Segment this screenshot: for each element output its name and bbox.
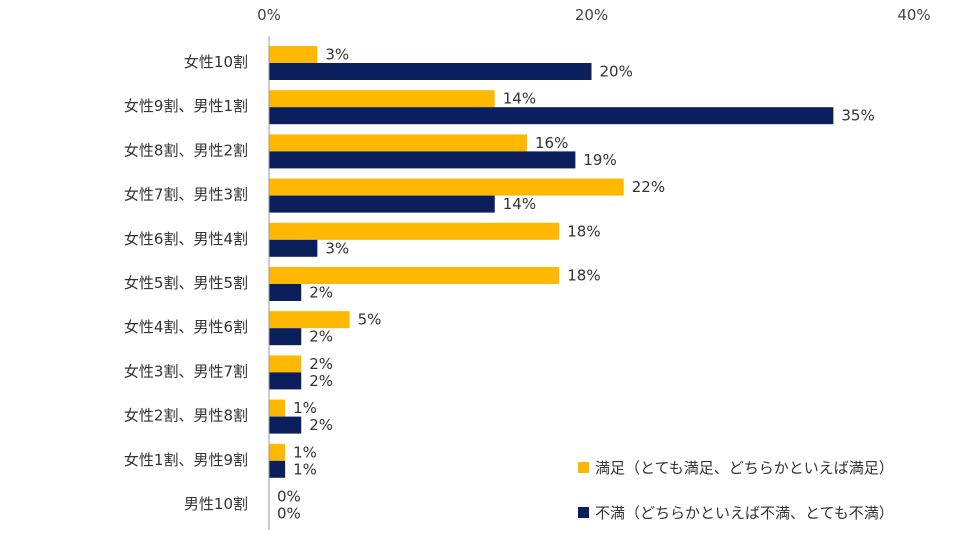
- data-label-dissatisfied: 2%: [309, 284, 333, 302]
- x-tick-label: 20%: [575, 6, 608, 24]
- x-tick-label: 0%: [257, 6, 281, 24]
- data-label-dissatisfied: 19%: [583, 151, 616, 169]
- legend-label-dissatisfied: 不満（どちらかといえば不満、とても不満）: [595, 504, 894, 522]
- data-label-satisfied: 14%: [503, 90, 536, 108]
- data-label-satisfied: 0%: [277, 488, 301, 506]
- category-label: 女性10割: [184, 53, 248, 71]
- bar-satisfied: [269, 90, 495, 108]
- bar-dissatisfied: [269, 63, 592, 80]
- data-label-dissatisfied: 3%: [325, 239, 349, 257]
- data-label-satisfied: 5%: [358, 311, 382, 329]
- bar-dissatisfied: [269, 107, 834, 125]
- data-label-dissatisfied: 0%: [277, 505, 301, 523]
- category-label: 女性7割、男性3割: [124, 186, 248, 204]
- data-label-satisfied: 1%: [293, 399, 317, 417]
- category-label: 女性5割、男性5割: [124, 274, 248, 292]
- category-label: 男性10割: [184, 495, 248, 513]
- x-tick-label: 40%: [897, 6, 930, 24]
- data-label-dissatisfied: 35%: [841, 107, 874, 125]
- bar-dissatisfied: [269, 195, 495, 213]
- category-label: 女性8割、男性2割: [124, 141, 248, 159]
- bar-dissatisfied: [269, 328, 302, 346]
- category-label: 女性3割、男性7割: [124, 362, 248, 380]
- data-label-dissatisfied: 2%: [309, 328, 333, 346]
- legend-swatch-dissatisfied: [578, 507, 589, 518]
- bar-satisfied: [269, 178, 624, 196]
- data-label-satisfied: 18%: [567, 267, 600, 285]
- bar-dissatisfied: [269, 151, 576, 169]
- bar-satisfied: [269, 267, 560, 284]
- data-label-satisfied: 2%: [309, 355, 333, 373]
- bar-dissatisfied: [269, 460, 286, 478]
- bar-satisfied: [269, 399, 286, 417]
- category-label: 女性6割、男性4割: [124, 230, 248, 248]
- data-label-satisfied: 1%: [293, 443, 317, 461]
- data-label-dissatisfied: 14%: [503, 195, 536, 213]
- legend-label-satisfied: 満足（とても満足、どちらかといえば満足）: [595, 459, 894, 477]
- bar-satisfied: [269, 443, 286, 461]
- data-label-dissatisfied: 20%: [600, 63, 633, 81]
- data-label-dissatisfied: 2%: [309, 372, 333, 390]
- category-label: 女性2割、男性8割: [124, 407, 248, 425]
- bar-dissatisfied: [269, 416, 302, 434]
- bar-dissatisfied: [269, 284, 302, 301]
- bar-satisfied: [269, 311, 350, 329]
- bar-dissatisfied: [269, 372, 302, 390]
- data-label-satisfied: 3%: [325, 46, 349, 64]
- category-label: 女性4割、男性6割: [124, 318, 248, 336]
- category-label: 女性1割、男性9割: [124, 451, 248, 469]
- legend-swatch-satisfied: [578, 462, 589, 473]
- data-label-satisfied: 18%: [567, 222, 600, 240]
- bar-satisfied: [269, 46, 318, 63]
- bar-satisfied: [269, 355, 302, 373]
- bar-satisfied: [269, 222, 560, 240]
- data-label-dissatisfied: 2%: [309, 416, 333, 434]
- data-label-dissatisfied: 1%: [293, 460, 317, 478]
- bar-satisfied: [269, 134, 527, 152]
- category-label: 女性9割、男性1割: [124, 97, 248, 115]
- data-label-satisfied: 16%: [535, 134, 568, 152]
- bar-dissatisfied: [269, 239, 318, 257]
- data-label-satisfied: 22%: [632, 178, 665, 196]
